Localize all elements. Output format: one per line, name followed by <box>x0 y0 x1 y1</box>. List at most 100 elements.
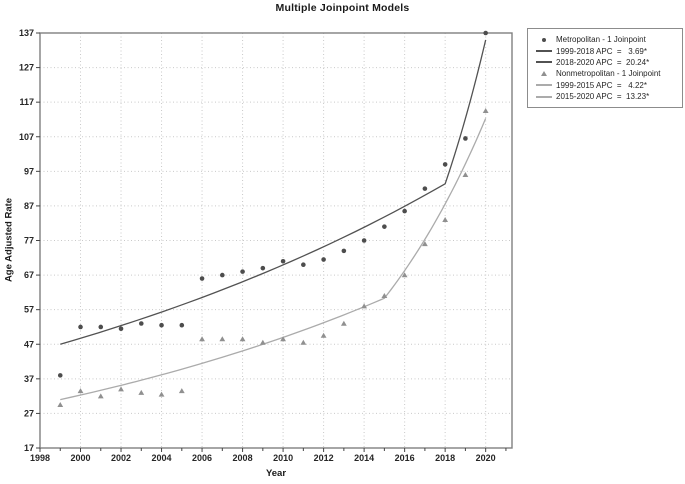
x-tick-label: 1998 <box>30 453 50 463</box>
legend: Metropolitan - 1 Joinpoint 1999-2018 APC … <box>527 28 683 109</box>
metropolitan-fit-line <box>60 39 487 345</box>
legend-marker-cell <box>532 50 556 53</box>
legend-entry-label: 1999-2018 APC = 3.69* <box>556 46 647 56</box>
y-tick-label: 117 <box>19 97 34 107</box>
legend-entry: 2015-2020 APC = 13.23* <box>532 91 678 102</box>
data-point-metropolitan <box>341 248 347 254</box>
x-tick-label: 2018 <box>435 453 455 463</box>
legend-entry: Nonmetropolitan - 1 Joinpoint <box>532 68 678 79</box>
legend-entry: 2018-2020 APC = 20.24* <box>532 57 678 68</box>
data-point-metropolitan <box>138 321 144 326</box>
y-tick-labels: 17 27 37 47 57 67 77 87 97 107 117 127 137 <box>19 28 34 453</box>
y-tick-label: 17 <box>24 443 34 453</box>
data-point-metropolitan <box>422 186 428 191</box>
data-point-nonmetropolitan <box>199 336 205 342</box>
legend-marker-cell <box>532 95 556 98</box>
data-point-metropolitan <box>442 162 448 167</box>
data-point-nonmetropolitan <box>97 393 104 399</box>
data-point-nonmetropolitan <box>219 336 226 342</box>
x-tick-label: 2016 <box>395 453 415 463</box>
line-swatch-icon <box>536 50 552 53</box>
data-point-metropolitan <box>483 30 488 36</box>
data-point-metropolitan <box>321 257 326 262</box>
data-point-metropolitan <box>301 262 306 268</box>
data-point-nonmetropolitan <box>340 320 347 326</box>
legend-entry-label: Nonmetropolitan - 1 Joinpoint <box>556 69 661 79</box>
legend-entry-label: 2018-2020 APC = 20.24* <box>556 57 650 67</box>
data-point-nonmetropolitan <box>361 303 368 309</box>
y-tick-label: 107 <box>19 132 34 142</box>
data-point-nonmetropolitan <box>158 391 165 397</box>
data-point-metropolitan <box>159 322 164 328</box>
legend-marker-cell <box>532 61 556 64</box>
data-point-nonmetropolitan <box>442 216 449 222</box>
y-tick-label: 87 <box>24 201 34 211</box>
legend-entry: 1999-2018 APC = 3.69* <box>532 45 678 56</box>
y-tick-label: 127 <box>19 63 34 73</box>
y-tick-label: 37 <box>24 374 34 384</box>
axis-ticks <box>36 32 507 452</box>
data-point-metropolitan <box>382 224 387 229</box>
data-point-metropolitan <box>220 272 225 278</box>
data-point-metropolitan <box>118 326 124 331</box>
nonmetropolitan-fit-line <box>60 118 487 401</box>
metropolitan-points <box>57 30 488 378</box>
data-point-nonmetropolitan <box>57 401 64 407</box>
data-point-metropolitan <box>402 208 407 214</box>
data-point-nonmetropolitan <box>138 389 145 395</box>
y-tick-label: 57 <box>24 305 34 315</box>
data-point-metropolitan <box>240 269 245 274</box>
x-axis-title: Year <box>265 468 287 479</box>
line-swatch-icon <box>536 95 552 98</box>
data-point-metropolitan <box>78 324 83 330</box>
x-tick-label: 2010 <box>273 453 293 463</box>
data-point-nonmetropolitan <box>401 272 408 278</box>
data-point-nonmetropolitan <box>421 241 428 247</box>
data-point-nonmetropolitan <box>482 108 489 114</box>
data-point-nonmetropolitan <box>381 293 388 299</box>
data-point-metropolitan <box>57 373 63 378</box>
data-point-metropolitan <box>179 322 185 328</box>
data-point-nonmetropolitan <box>259 339 266 345</box>
data-point-nonmetropolitan <box>178 388 185 394</box>
x-tick-label: 2008 <box>233 453 253 463</box>
legend-entry-label: 2015-2020 APC = 13.23* <box>556 92 650 102</box>
data-point-metropolitan <box>199 276 205 281</box>
line-swatch-icon <box>536 84 552 87</box>
x-tick-label: 2002 <box>111 453 131 463</box>
x-tick-label: 2000 <box>70 453 90 463</box>
data-point-nonmetropolitan <box>77 388 84 394</box>
legend-entry-label: Metropolitan - 1 Joinpoint <box>556 35 646 45</box>
data-point-metropolitan <box>280 258 286 264</box>
data-point-metropolitan <box>260 265 266 271</box>
nonmetropolitan-points <box>57 108 489 407</box>
y-tick-label: 77 <box>24 236 34 246</box>
x-tick-label: 2012 <box>314 453 334 463</box>
circle-marker-icon <box>542 37 546 42</box>
legend-marker-cell <box>532 71 556 77</box>
data-point-nonmetropolitan <box>280 336 286 342</box>
legend-marker-cell <box>532 37 556 42</box>
x-tick-label: 2004 <box>152 453 172 463</box>
x-tick-label: 2006 <box>192 453 212 463</box>
legend-marker-cell <box>532 84 556 87</box>
x-tick-label: 2014 <box>354 453 374 463</box>
legend-entry: Metropolitan - 1 Joinpoint <box>532 34 678 45</box>
gridlines <box>40 32 512 448</box>
y-tick-label: 27 <box>24 408 34 418</box>
data-point-nonmetropolitan <box>239 336 246 342</box>
data-point-nonmetropolitan <box>462 171 469 177</box>
y-tick-label: 47 <box>24 339 34 349</box>
y-tick-label: 67 <box>24 270 34 280</box>
y-tick-label: 97 <box>24 166 34 176</box>
legend-entry: 1999-2015 APC = 4.22* <box>532 80 678 91</box>
legend-entry-label: 1999-2015 APC = 4.22* <box>556 80 647 90</box>
data-point-metropolitan <box>98 324 104 330</box>
data-point-metropolitan <box>463 136 468 141</box>
chart-title: Multiple Joinpoint Models <box>275 2 410 14</box>
data-point-nonmetropolitan <box>118 386 124 392</box>
line-swatch-icon <box>536 61 552 64</box>
y-tick-label: 137 <box>19 28 34 38</box>
data-point-nonmetropolitan <box>300 339 307 345</box>
